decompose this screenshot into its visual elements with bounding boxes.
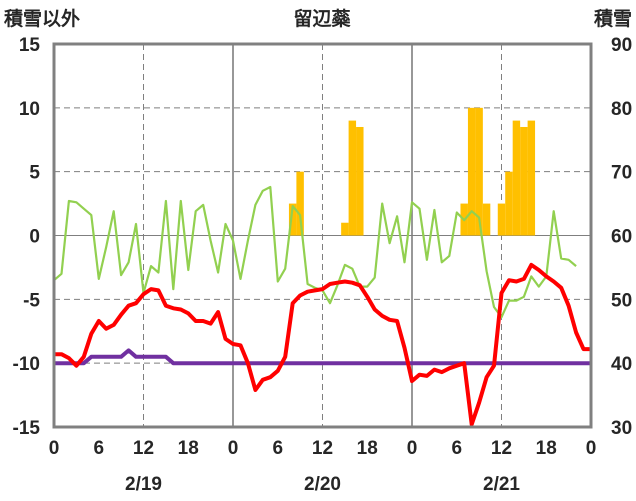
snow-depth-bar	[497, 203, 506, 236]
y-right-tick-label: 30	[611, 418, 632, 439]
snow-depth-bar	[341, 222, 349, 236]
snow-depth-bar	[467, 107, 476, 236]
left-axis-label: 積雪以外	[4, 7, 80, 30]
snow-depth-bar	[482, 203, 491, 236]
chart-title: 留辺蘂	[293, 8, 351, 30]
y-right-tick-label: 40	[611, 354, 632, 375]
x-hour-tick-label: 6	[272, 438, 283, 459]
snow-depth-bar	[348, 120, 357, 236]
x-hour-tick-label: 18	[536, 438, 557, 459]
snow-depth-bar	[512, 120, 521, 236]
date-label: 2/21	[483, 474, 520, 495]
temperature-line	[54, 262, 591, 427]
y-right-tick-label: 90	[611, 35, 632, 56]
right-axis-label: 積雪	[594, 7, 632, 30]
y-left-tick-label: -15	[13, 418, 41, 439]
x-hour-tick-label: 6	[451, 438, 462, 459]
y-left-tick-label: 0	[29, 227, 40, 248]
plot-frame	[52, 42, 593, 429]
snow-depth-bar	[527, 120, 536, 236]
green-series-line	[53, 185, 577, 319]
x-hour-tick-label: 0	[49, 438, 60, 459]
x-hour-tick-label: 0	[586, 438, 597, 459]
snow-depth-bars	[288, 107, 536, 236]
snow-depth-bar	[475, 107, 483, 236]
y-right-tick-label: 80	[611, 99, 632, 120]
snow-depth-bar	[288, 203, 297, 236]
snow-depth-bar	[505, 171, 513, 236]
y-left-tick-label: 10	[19, 99, 40, 120]
y-right-tick-label: 70	[611, 163, 632, 184]
purple-series-line	[54, 348, 591, 366]
snow-depth-bar	[356, 126, 364, 236]
y-left-tick-label: 15	[19, 35, 41, 56]
date-label: 2/19	[125, 474, 162, 495]
x-hour-tick-label: 12	[491, 438, 512, 459]
x-hour-tick-label: 6	[93, 438, 104, 459]
snow-depth-bar	[296, 171, 304, 236]
y-left-tick-label: 5	[29, 163, 40, 184]
x-hour-tick-label: 0	[407, 438, 418, 459]
date-label: 2/20	[304, 474, 341, 495]
y-left-tick-label: -5	[23, 290, 40, 311]
y-right-tick-label: 60	[611, 227, 632, 248]
snow-depth-bar	[520, 126, 528, 236]
x-hour-tick-label: 12	[133, 438, 154, 459]
x-hour-tick-label: 18	[357, 438, 378, 459]
y-right-tick-label: 50	[611, 290, 632, 311]
x-hour-tick-label: 18	[178, 438, 199, 459]
x-hour-tick-label: 12	[312, 438, 333, 459]
x-hour-tick-label: 0	[228, 438, 239, 459]
y-left-tick-label: -10	[13, 354, 40, 375]
